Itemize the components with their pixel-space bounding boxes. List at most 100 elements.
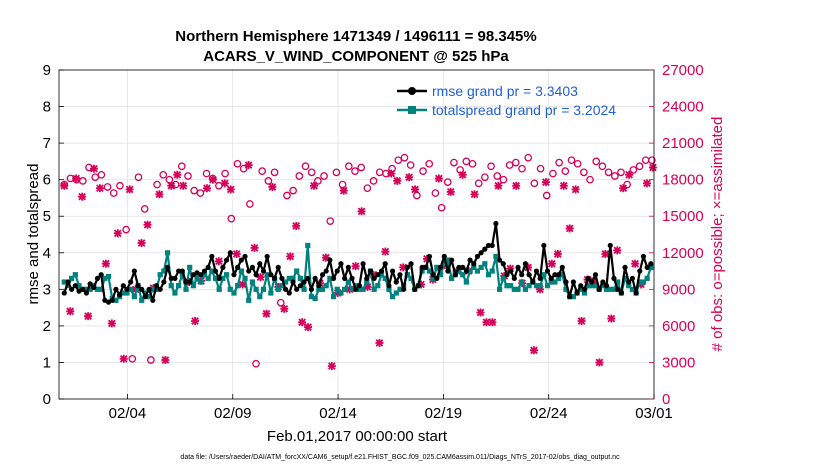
obs-assimilated-point	[387, 169, 396, 178]
rmse-point	[249, 264, 256, 270]
totalspread-point	[176, 283, 182, 289]
obs-assimilated-point	[155, 190, 164, 199]
rmse-point	[316, 283, 322, 289]
totalspread-point	[493, 253, 499, 260]
rmse-point	[489, 242, 495, 249]
obs-possible-point	[450, 158, 458, 167]
rmse-point	[61, 290, 67, 296]
obs-assimilated-point	[470, 190, 479, 199]
totalspread-point	[563, 286, 569, 292]
rmse-point	[478, 250, 484, 256]
obs-assimilated-point	[220, 179, 229, 188]
obs-assimilated-point	[512, 181, 521, 190]
rmse-point	[198, 272, 204, 278]
totalspread-point	[69, 275, 75, 281]
totalspread-point	[187, 264, 193, 270]
obs-possible-point	[505, 161, 514, 169]
rmse-point	[109, 297, 115, 303]
y-right-tick-label: 18000	[662, 172, 704, 189]
totalspread-point	[212, 275, 219, 281]
totalspread-point	[456, 268, 462, 274]
rmse-point	[227, 250, 233, 256]
totalspread-point	[172, 290, 178, 296]
rmse-point	[98, 272, 104, 278]
totalspread-point	[548, 279, 554, 285]
rmse-point	[216, 275, 222, 281]
obs-assimilated-point	[84, 312, 93, 321]
totalspread-point	[260, 286, 267, 292]
obs-assimilated-point	[434, 174, 443, 183]
totalspread-point	[164, 250, 171, 256]
rmse-point	[644, 264, 650, 270]
rmse-point	[563, 279, 569, 285]
rmse-point	[268, 272, 274, 278]
totalspread-point	[316, 286, 322, 292]
obs-possible-point	[542, 191, 551, 200]
rmse-point	[552, 272, 558, 278]
y-right-tick-label: 24000	[662, 99, 704, 116]
totalspread-point	[500, 275, 506, 281]
obs-assimilated-point	[619, 184, 628, 193]
y-right-tick-label: 6000	[662, 318, 695, 335]
rmse-point	[187, 279, 193, 285]
obs-assimilated-point	[530, 346, 539, 355]
totalspread-point	[626, 283, 632, 289]
y-left-tick-label: 2	[43, 318, 51, 335]
rmse-point	[205, 264, 211, 270]
totalspread-point	[131, 294, 137, 300]
obs-possible-point	[177, 162, 186, 171]
obs-possible-point	[536, 164, 545, 173]
rmse-point	[179, 268, 185, 274]
y-left-tick-label: 6	[43, 172, 51, 189]
obs-possible-point	[555, 158, 563, 167]
obs-possible-point	[140, 205, 149, 213]
y-right-tick-label: 27000	[662, 62, 704, 79]
totalspread-point	[286, 275, 292, 281]
totalspread-point	[541, 272, 547, 278]
totalspread-point	[526, 283, 532, 289]
obs-assimilated-point	[268, 182, 277, 191]
obs-assimilated-point	[232, 249, 241, 258]
rmse-point	[367, 268, 374, 274]
totalspread-point	[386, 286, 392, 292]
totalspread-point	[72, 272, 78, 278]
rmse-point	[637, 268, 643, 274]
totalspread-point	[515, 286, 521, 292]
obs-assimilated-point	[648, 163, 657, 172]
rmse-point	[404, 264, 410, 270]
obs-assimilated-point	[101, 259, 110, 268]
rmse-point	[142, 294, 149, 300]
obs-possible-point	[524, 153, 533, 162]
totalspread-point	[98, 286, 104, 292]
rmse-point	[223, 257, 230, 263]
rmse-point	[530, 279, 536, 285]
rmse-point	[633, 290, 639, 296]
obs-assimilated-point	[107, 319, 116, 328]
rmse-point	[522, 261, 529, 267]
totalspread-point	[511, 286, 517, 292]
rmse-point	[117, 292, 123, 298]
obs-assimilated-point	[458, 170, 467, 179]
obs-possible-point	[103, 183, 112, 191]
x-tick-label: 02/14	[319, 405, 357, 422]
chart-title-line2: ACARS_V_WIND_COMPONENT @ 525 hPa	[203, 48, 509, 65]
obs-assimilated-point	[393, 176, 402, 185]
obs-possible-point	[580, 168, 588, 177]
totalspread-point	[94, 286, 101, 292]
rmse-point	[618, 290, 624, 296]
obs-assimilated-point	[553, 249, 562, 258]
obs-assimilated-point	[113, 229, 122, 238]
rmse-point	[386, 283, 392, 289]
totalspread-point	[249, 279, 256, 285]
totalspread-point	[253, 286, 259, 292]
totalspread-point	[474, 268, 481, 274]
totalspread-point	[522, 286, 529, 292]
rmse-point	[449, 257, 455, 263]
totalspread-point	[622, 275, 628, 281]
rmse-point	[559, 264, 565, 270]
rmse-point	[496, 257, 503, 263]
totalspread-point	[544, 283, 551, 289]
obs-assimilated-point	[607, 314, 616, 323]
totalspread-point	[76, 283, 82, 289]
plot-area	[59, 70, 654, 399]
